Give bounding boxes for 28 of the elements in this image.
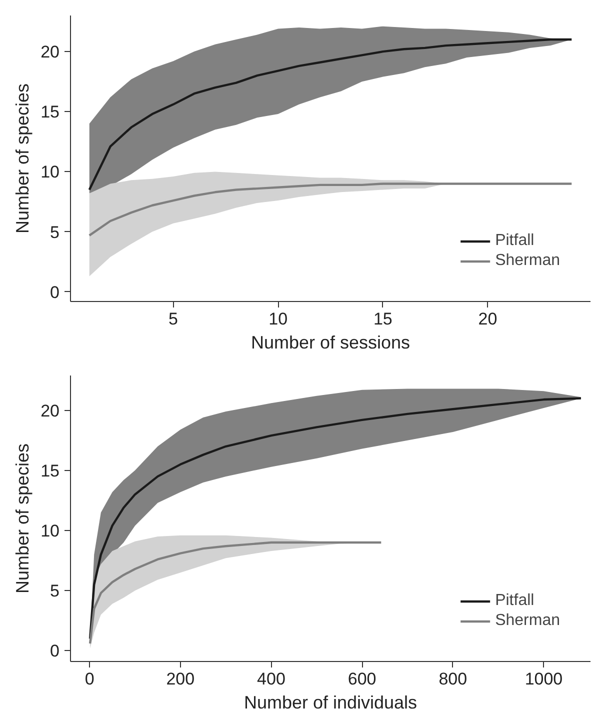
y-tick-label: 5 [50,222,60,242]
y-axis-title: Number of species [12,83,33,234]
y-tick-label: 10 [40,522,60,541]
x-tick-label: 200 [166,670,195,688]
x-axis-title: Number of sessions [250,332,410,352]
y-tick-label: 20 [40,401,60,420]
y-axis-title: Number of species [12,443,33,594]
y-tick-label: 15 [40,461,60,480]
x-tick-label: 20 [478,310,498,328]
y-tick-label: 0 [50,282,60,302]
y-tick-label: 0 [50,642,60,661]
y-tick-label: 15 [40,102,60,122]
x-tick-label: 10 [268,310,288,328]
y-tick-label: 5 [50,582,60,601]
x-tick-label: 800 [438,670,468,688]
y-tick-label: 20 [40,42,60,62]
x-tick-label: 0 [84,670,94,688]
legend-label: Sherman [495,612,560,630]
x-tick-label: 5 [168,310,178,328]
legend-label: Sherman [495,252,560,270]
x-axis-title: Number of individuals [244,692,418,712]
legend-label: Pitfall [495,232,534,250]
x-tick-label: 15 [373,310,392,328]
x-tick-label: 1000 [524,670,563,688]
x-tick-label: 400 [257,670,286,688]
legend-label: Pitfall [495,592,534,610]
y-tick-label: 10 [40,162,60,182]
x-tick-label: 600 [348,670,376,688]
